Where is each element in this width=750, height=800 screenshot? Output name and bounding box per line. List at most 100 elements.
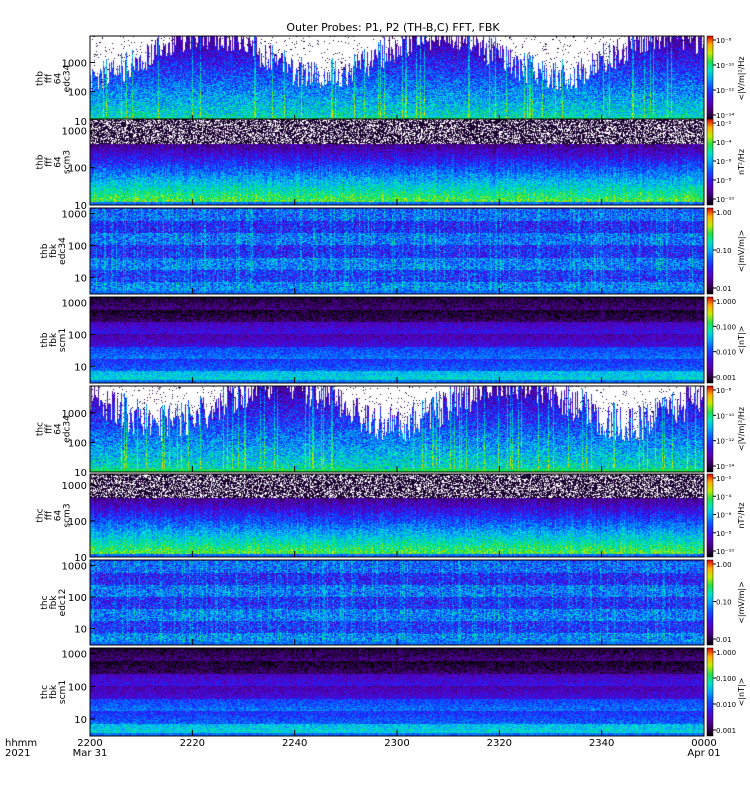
colorbar [706,35,714,122]
y-axis-label: fff [45,156,55,166]
x-tick-label: 2240 [282,738,307,749]
colorbar [706,473,714,558]
y-axis-label: fff [45,73,55,83]
colorbar-tick-label: 10⁻⁶ [716,512,732,520]
colorbar-label: <|mV/m|> [737,581,746,624]
spectrogram-panel: 1000 100 10 thb fff 64 scm3 10⁻² 10⁻⁴ 10⁻⁶ 10⁻⁸ 10⁻… [36,118,746,212]
colorbar [706,118,714,206]
y-tick-label: 10 [74,362,87,373]
y-tick-label: 10 [74,715,87,726]
y-tick-label: 100 [68,164,87,175]
spectrogram-image [90,297,704,383]
y-tick-label: 10 [74,625,87,636]
colorbar-tick-label: 10⁻⁶ [716,158,732,166]
colorbar-tick-label: 10⁻¹⁴ [716,463,734,471]
colorbar-label: <|V/m|²/Hz [737,407,746,451]
colorbar-tick-label: 10⁻⁸ [716,37,732,45]
y-axis-label: fbk [49,684,59,699]
y-tick-label: 100 [68,517,87,528]
colorbar-tick-label: 1.00 [716,209,732,217]
colorbar-label: nT²/Hz [737,502,746,528]
x-axis-label: hhmm [5,738,37,749]
colorbar-label: <|nT|> [737,326,746,355]
y-axis-label: scm1 [58,328,68,352]
colorbar-tick-label: 10⁻² [716,475,732,483]
colorbar-label: <|nT|> [737,678,746,707]
colorbar-tick-label: 10⁻¹² [716,438,734,446]
y-axis-label: scm3 [63,150,73,174]
colorbar-tick-label: 10⁻¹⁰ [716,196,734,204]
colorbar [706,207,714,295]
colorbar-tick-label: 0.010 [716,701,736,709]
y-tick-label: 100 [68,438,87,449]
colorbar-tick-label: 10⁻¹² [716,87,734,95]
spectrogram-panel: 1000 100 10 thc fff 64 scm3 10⁻² 10⁻⁴ 10⁻⁶ 10⁻⁸ 10⁻… [36,473,746,564]
colorbar-tick-label: 0.01 [716,636,732,644]
chart-title: Outer Probes: P1, P2 (TH-B,C) FFT, FBK [286,21,500,34]
y-tick-label: 1000 [62,650,87,661]
y-axis-label: scm1 [58,680,68,704]
colorbar [706,647,714,737]
colorbar-tick-label: 10⁻¹⁰ [716,412,734,420]
y-tick-label: 10 [74,117,87,128]
y-axis-label: fbk [49,243,59,258]
y-axis-label: fbk [49,595,59,610]
spectrogram-panel: 1000 100 10 thb fbk edc34 1.00 0.10 0.01 <|mV/m|> [40,207,746,295]
x-tick-label: 2200 [77,738,102,749]
x-tick-label: 2300 [384,738,409,749]
y-axis-label: thb [36,154,46,169]
colorbar-tick-label: 0.10 [716,599,732,607]
y-tick-label: 1000 [62,409,87,420]
y-tick-label: 10 [74,273,87,284]
colorbar-tick-label: 10⁻⁸ [716,387,732,395]
spectrogram-panel: 1000 100 10 thb fbk scm1 1.000 0.100 0.010 0.001 <… [40,296,746,384]
x-tick-label: 2340 [589,738,614,749]
y-tick-label: 1000 [62,210,87,221]
y-tick-label: 1000 [62,562,87,573]
x-tick-label: 2320 [487,738,512,749]
y-tick-label: 100 [68,241,87,252]
colorbar-tick-label: 0.01 [716,285,732,293]
x-tick-sublabel: Apr 01 [687,748,720,759]
y-axis-label: 64 [54,423,64,435]
y-axis-label: thc [36,508,46,522]
colorbar-tick-label: 10⁻⁴ [716,139,732,147]
y-tick-label: 10 [74,553,87,564]
y-axis-label: edc34 [63,415,73,443]
y-axis-label: fbk [49,332,59,347]
y-axis-label: thc [40,595,50,609]
colorbar-tick-label: 10⁻¹⁰ [716,62,734,70]
colorbar-tick-label: 0.001 [716,727,736,735]
y-axis-label: thb [36,71,46,86]
colorbar-tick-label: 10⁻¹⁰ [716,548,734,556]
y-tick-label: 10 [74,201,87,212]
colorbar-label: nT²/Hz [737,149,746,175]
y-axis-label: thb [40,243,50,258]
y-axis-label: edc12 [58,589,68,617]
colorbar-tick-label: 1.00 [716,561,732,569]
y-tick-label: 100 [68,88,87,99]
spectrogram-image [90,119,704,205]
y-axis-label: thc [36,422,46,436]
spectrogram-image [90,648,704,736]
spectrogram-image [90,386,704,472]
y-tick-label: 100 [68,330,87,341]
colorbar [706,385,714,473]
y-axis-label: 64 [54,73,64,85]
colorbar-tick-label: 0.10 [716,247,732,255]
y-tick-label: 1000 [62,58,87,69]
y-axis-label: edc34 [58,237,68,265]
y-tick-label: 1000 [62,481,87,492]
y-tick-label: 1000 [62,126,87,137]
y-tick-label: 100 [68,682,87,693]
x-tick-label: 0000 [691,738,716,749]
colorbar-tick-label: 1.000 [716,298,736,306]
y-axis-label: 64 [54,510,64,522]
spectrogram-image [90,36,704,121]
y-axis-label: 64 [54,156,64,168]
colorbar-tick-label: 10⁻⁴ [716,493,732,501]
y-axis-label: fff [45,510,55,520]
y-axis-label: thb [40,332,50,347]
